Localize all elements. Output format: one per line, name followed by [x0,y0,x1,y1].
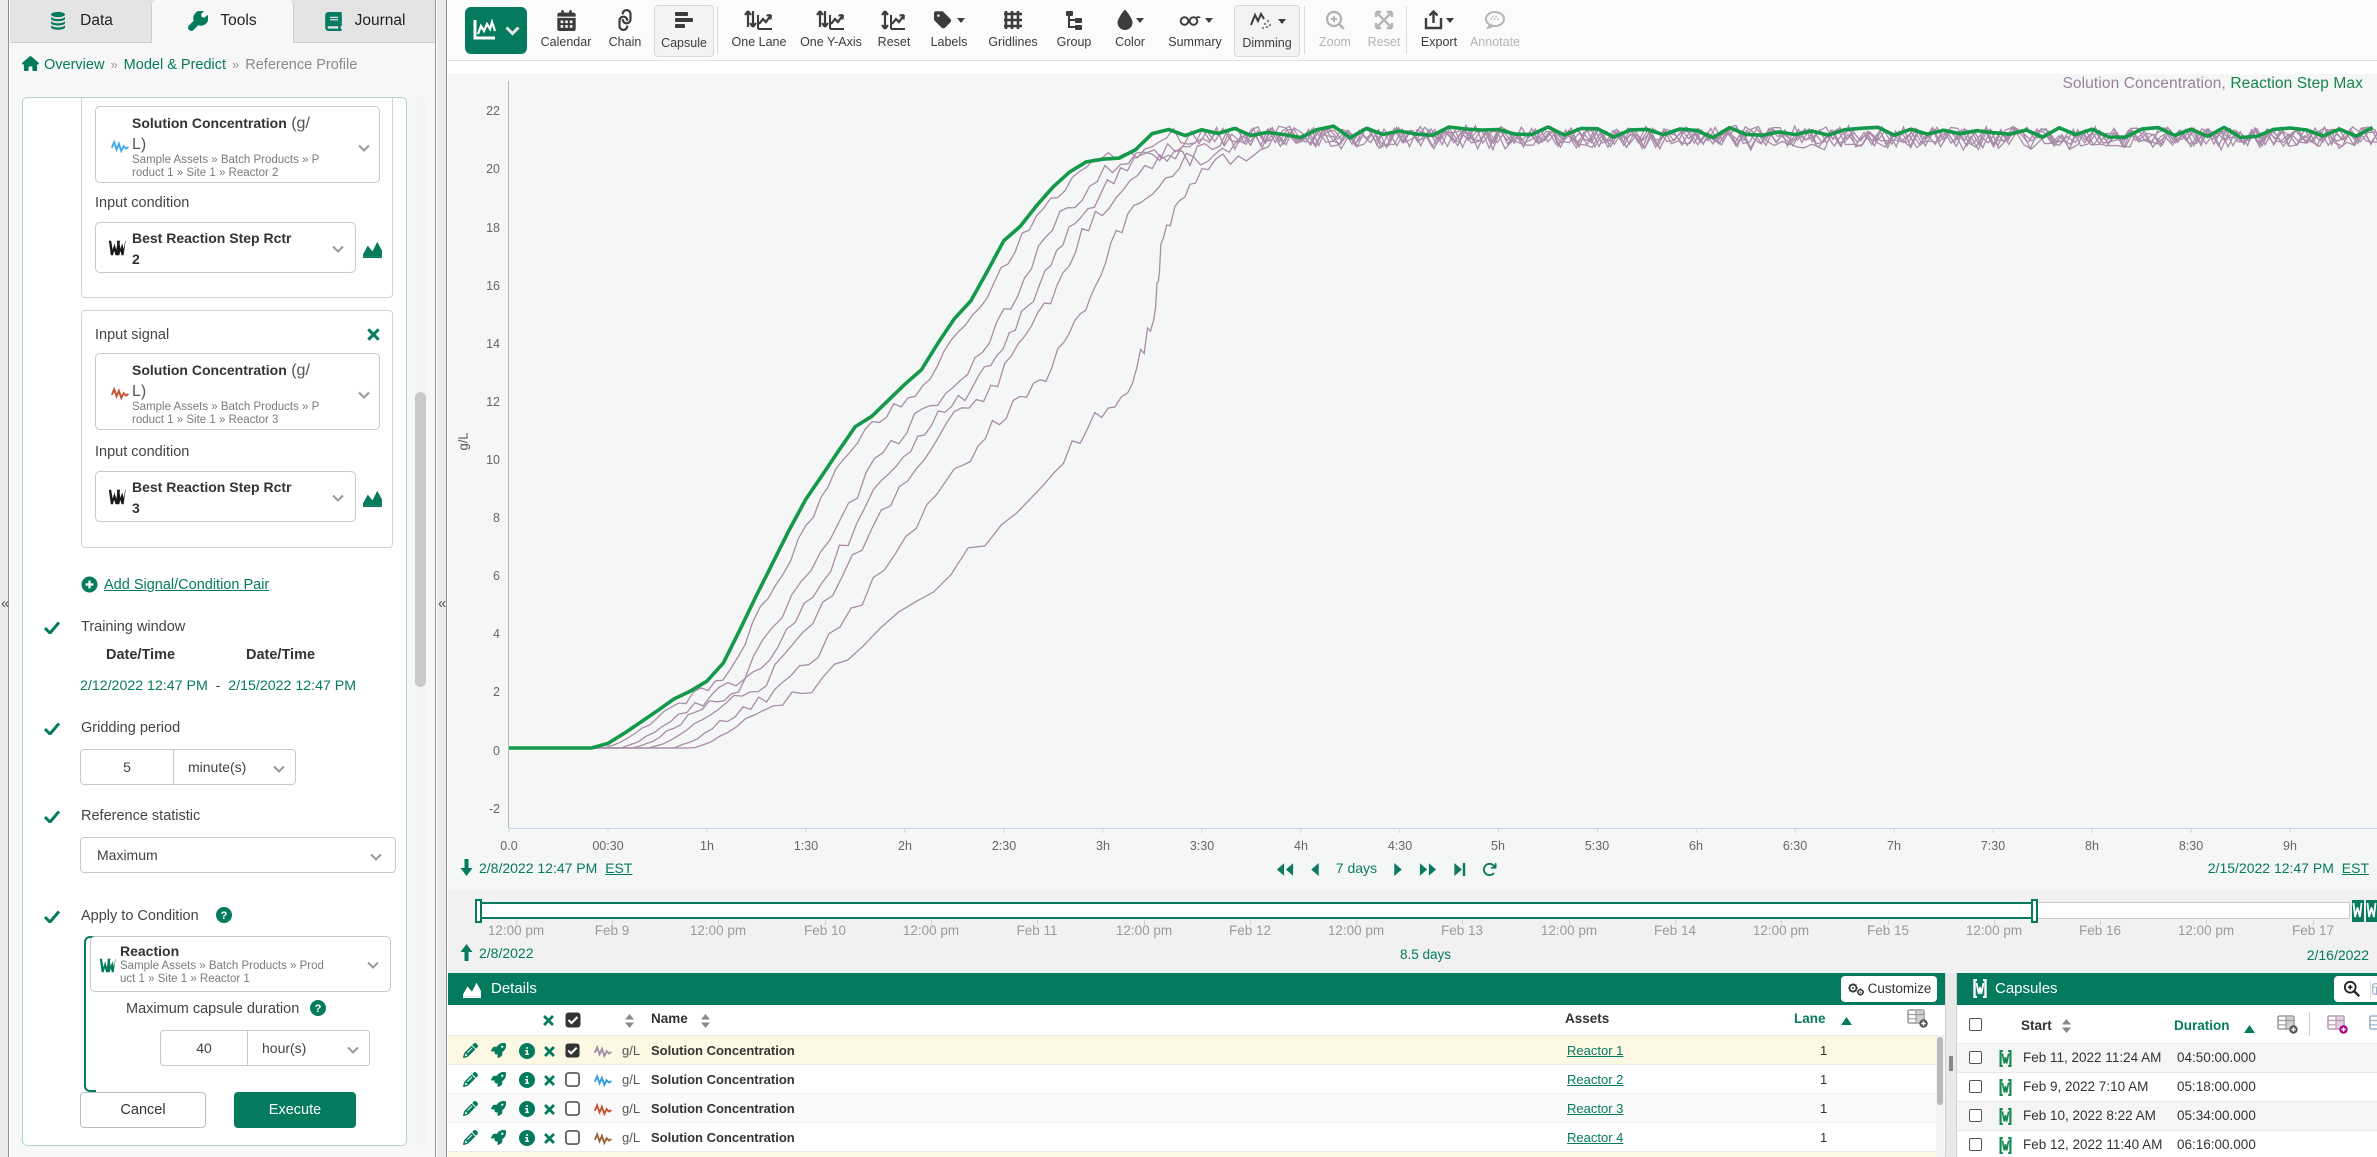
svg-text:?: ? [315,1003,322,1015]
svg-text:?: ? [221,910,228,922]
